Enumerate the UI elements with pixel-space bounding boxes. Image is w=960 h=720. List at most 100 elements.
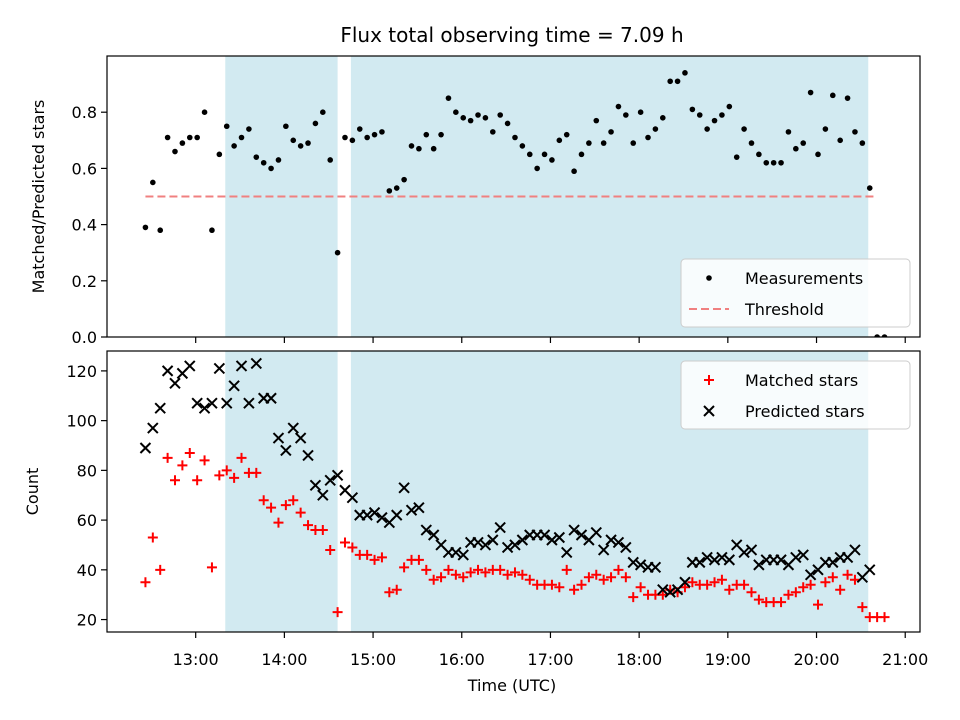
measurements-point-75	[696, 112, 703, 118]
predicted-stars-point-38	[420, 524, 432, 536]
predicted-stars-point-43	[457, 549, 469, 561]
predicted-stars-point-15	[250, 357, 263, 370]
matched-stars-point-64	[613, 564, 624, 575]
matched-stars-point-39	[428, 574, 439, 585]
matched-stars-point-89	[798, 582, 809, 593]
predicted-stars-point-70	[657, 584, 669, 596]
legend-threshold-label: Threshold	[744, 300, 824, 319]
matched-stars-point-40	[436, 572, 447, 583]
predicted-stars-point-42	[450, 546, 462, 559]
matched-stars-point-27	[339, 537, 350, 548]
observing-interval-1-0	[225, 351, 338, 632]
measurements-point-29	[356, 126, 363, 132]
matched-stars-point-26	[332, 607, 343, 618]
predicted-stars-point-49	[501, 541, 514, 554]
measurements-point-26	[334, 249, 341, 256]
matched-stars-point-46	[480, 567, 491, 578]
measurements-point-11	[223, 123, 230, 130]
measurements-point-63	[608, 129, 614, 135]
measurements-point-53	[534, 165, 540, 172]
measurements-point-16	[260, 159, 267, 166]
measurements-point-50	[512, 134, 518, 141]
x-axis-label: Time (UTC)	[467, 676, 556, 695]
matched-stars-point-37	[413, 554, 424, 565]
predicted-stars-point-67	[634, 559, 647, 571]
legend-matched-stars-marker	[704, 375, 714, 385]
measurements-point-24	[320, 109, 326, 115]
measurements-point-28	[349, 137, 356, 144]
legend-box-1	[680, 360, 911, 430]
y-tick-label-0-3: 0.6	[72, 159, 97, 178]
measurements-point-4	[172, 148, 178, 155]
matched-stars-point-59	[576, 579, 587, 590]
plot-area-0	[142, 70, 888, 337]
measurements-point-35	[401, 176, 407, 183]
predicted-stars-point-24	[317, 489, 329, 501]
predicted-stars-point-0	[139, 442, 152, 454]
predicted-stars-point-75	[694, 556, 706, 569]
measurements-point-31	[371, 131, 378, 138]
predicted-stars-point-32	[376, 511, 388, 524]
measurements-point-7	[194, 134, 200, 141]
measurements-point-8	[201, 109, 208, 115]
measurements-point-13	[238, 134, 245, 141]
measurements-point-32	[379, 129, 385, 135]
measurements-point-72	[674, 78, 681, 85]
measurements-point-33	[386, 188, 393, 194]
count-panel: 20 40 60 80 100 120 Count Matched stars Predicte…	[23, 350, 921, 638]
matched-stars-point-95	[842, 569, 853, 580]
measurements-point-49	[504, 120, 511, 127]
measurements-point-55	[549, 157, 555, 163]
measurements-point-36	[408, 143, 415, 149]
matched-stars-point-49	[502, 569, 513, 580]
predicted-stars-point-58	[568, 524, 580, 536]
predicted-stars-point-31	[368, 506, 381, 519]
matched-stars-point-22	[303, 520, 314, 531]
measurements-point-14	[246, 126, 252, 132]
matched-stars-point-35	[399, 562, 410, 573]
measurements-point-2	[157, 227, 164, 234]
measurements-point-34	[393, 185, 400, 191]
measurements-point-45	[475, 112, 481, 118]
chart-title: Flux total observing time = 7.09 h	[340, 23, 683, 47]
matched-stars-point-44	[465, 567, 476, 578]
x-tick-label-7: 20:00	[793, 650, 839, 669]
measurements-point-89	[800, 140, 807, 146]
predicted-stars-point-26	[331, 469, 344, 482]
predicted-stars-point-93	[827, 556, 839, 569]
measurements-point-5	[179, 140, 186, 146]
predicted-stars-point-21	[294, 432, 307, 444]
matched-stars-point-19	[280, 500, 291, 511]
matched-stars-point-56	[554, 582, 565, 593]
matched-stars-point-13	[236, 452, 247, 463]
measurements-point-82	[748, 140, 755, 146]
predicted-stars-point-35	[398, 482, 410, 494]
measurements-point-80	[733, 154, 740, 160]
matched-stars-point-78	[716, 574, 727, 585]
measurements-point-56	[556, 137, 563, 144]
predicted-stars-point-4	[169, 377, 181, 390]
measurements-point-84	[763, 159, 770, 166]
measurements-point-65	[623, 112, 629, 118]
predicted-stars-point-50	[509, 539, 521, 551]
matched-stars-point-76	[702, 579, 713, 590]
measurements-point-38	[423, 131, 430, 138]
y-tick-label-1-2: 60	[77, 511, 97, 530]
predicted-stars-point-28	[346, 492, 359, 504]
measurements-point-39	[430, 145, 437, 152]
matched-stars-point-58	[569, 584, 580, 595]
measurements-point-60	[586, 140, 592, 146]
predicted-stars-point-63	[605, 534, 617, 546]
measurements-point-98	[866, 185, 873, 191]
matched-stars-point-86	[776, 597, 787, 608]
matched-stars-point-66	[628, 592, 639, 603]
predicted-stars-point-3	[161, 365, 174, 377]
matched-stars-point-31	[369, 554, 380, 565]
predicted-stars-point-77	[708, 554, 721, 566]
matched-stars-point-16	[258, 495, 269, 506]
measurements-point-43	[460, 115, 467, 121]
legend-box-0	[680, 258, 911, 328]
legend-measurements-label: Measurements	[745, 269, 863, 288]
predicted-stars-point-12	[228, 380, 240, 392]
